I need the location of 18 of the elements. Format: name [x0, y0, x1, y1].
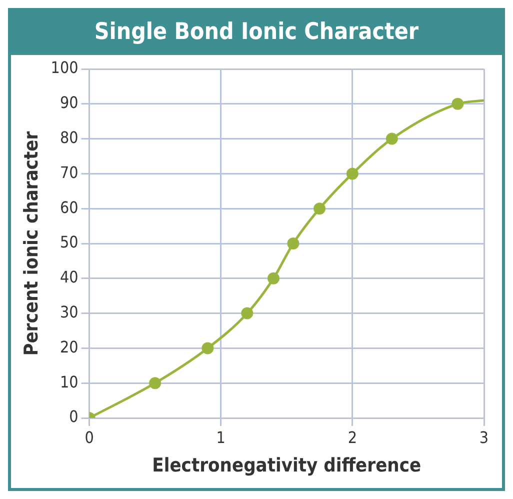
x-tick-label: 0 [84, 428, 94, 447]
y-tick-label: 90 [60, 93, 78, 112]
x-tick-label: 1 [216, 428, 226, 447]
chart-title: Single Bond Ionic Character [11, 11, 502, 55]
y-tick-label: 100 [50, 58, 78, 78]
y-tick-label: 50 [60, 232, 78, 252]
y-tick-label: 20 [60, 337, 78, 356]
x-tick-label: 3 [479, 428, 489, 447]
x-axis-title: Electronegativity difference [152, 454, 422, 477]
y-tick-label: 0 [69, 407, 78, 426]
y-tick-label: 10 [60, 372, 78, 392]
y-tick-label: 70 [60, 162, 78, 182]
y-tick-label: 30 [60, 302, 78, 322]
y-tick-label: 40 [60, 268, 78, 287]
y-tick-label: 60 [60, 198, 78, 217]
y-axis-title: Percent ionic character [20, 130, 42, 356]
y-tick-label: 80 [60, 128, 78, 147]
x-tick-label: 2 [348, 428, 357, 447]
